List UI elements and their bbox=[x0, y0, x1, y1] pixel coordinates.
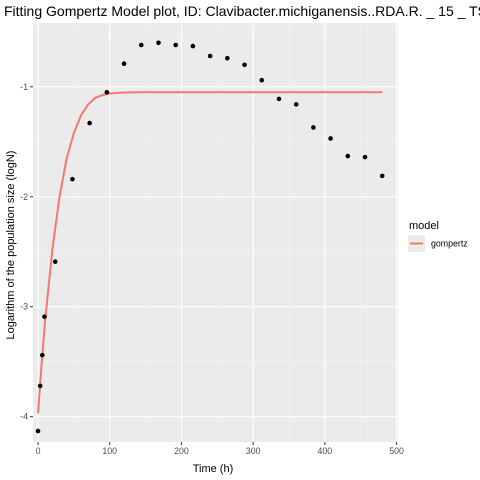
x-tick-label: 300 bbox=[246, 446, 261, 456]
data-point bbox=[138, 42, 144, 48]
data-point bbox=[52, 259, 58, 264]
chart-title: Fitting Gompertz Model plot, ID: Claviba… bbox=[4, 3, 480, 19]
data-point bbox=[345, 153, 351, 159]
x-tick-label: 200 bbox=[174, 446, 189, 456]
data-point bbox=[207, 53, 213, 59]
y-axis: -4 -3 -2 -1 bbox=[20, 82, 33, 422]
data-point bbox=[311, 125, 316, 130]
legend: model gompertz bbox=[408, 220, 468, 252]
data-point bbox=[293, 102, 299, 107]
data-point bbox=[242, 62, 247, 68]
data-point bbox=[173, 42, 179, 48]
data-point bbox=[379, 173, 385, 179]
x-tick-label: 500 bbox=[389, 446, 404, 456]
x-tick-label: 0 bbox=[36, 446, 41, 456]
data-point bbox=[87, 120, 92, 126]
data-point bbox=[259, 77, 265, 83]
legend-title: model bbox=[409, 220, 439, 232]
data-point bbox=[225, 55, 230, 61]
data-point bbox=[104, 89, 110, 95]
x-tick-label: 400 bbox=[318, 446, 333, 456]
observed-points bbox=[35, 40, 385, 434]
data-point bbox=[121, 61, 127, 66]
y-tick-label: -2 bbox=[20, 192, 28, 202]
x-tick-label: 100 bbox=[102, 446, 117, 456]
data-point bbox=[276, 96, 282, 102]
data-point bbox=[362, 154, 368, 160]
data-point bbox=[328, 136, 333, 141]
data-point bbox=[42, 314, 47, 319]
y-tick-label: -4 bbox=[20, 412, 28, 422]
y-axis-title: Logarithm of the population size (logN) bbox=[5, 151, 17, 340]
x-axis: 0 100 200 300 400 500 bbox=[36, 442, 404, 456]
plot-panel bbox=[33, 23, 398, 442]
data-point bbox=[40, 352, 45, 358]
data-point bbox=[35, 428, 41, 434]
data-point bbox=[70, 176, 75, 182]
data-point bbox=[156, 40, 161, 46]
x-axis-title: Time (h) bbox=[193, 463, 234, 475]
y-tick-label: -3 bbox=[20, 302, 28, 312]
y-tick-label: -1 bbox=[20, 82, 28, 92]
data-point bbox=[37, 383, 43, 389]
legend-label-gompertz: gompertz bbox=[431, 239, 468, 249]
data-point bbox=[190, 43, 196, 49]
